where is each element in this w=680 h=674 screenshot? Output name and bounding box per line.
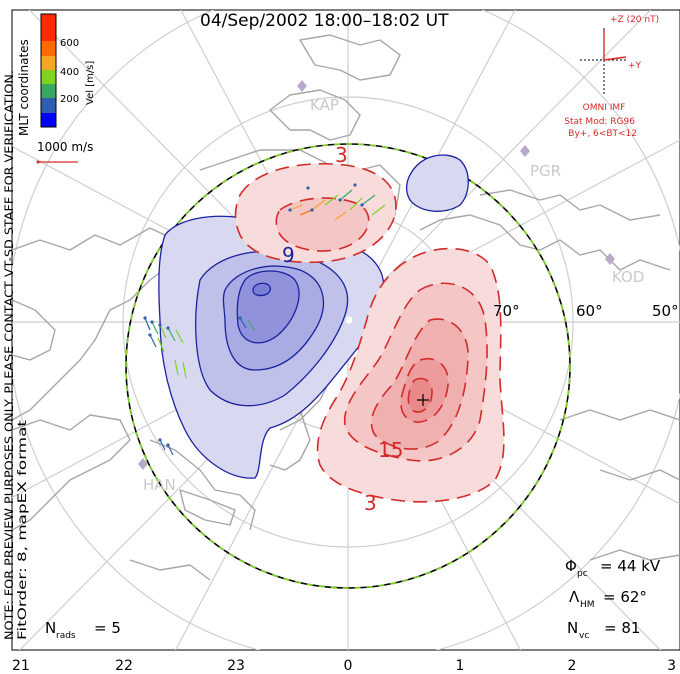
svg-text:= 81: = 81 bbox=[604, 619, 640, 637]
svg-text:= 44 kV: = 44 kV bbox=[600, 557, 661, 575]
svg-text:rads: rads bbox=[56, 631, 76, 641]
svg-text:N: N bbox=[567, 619, 578, 637]
positive-potential-cell bbox=[234, 162, 505, 503]
station-label-han: HAN bbox=[143, 476, 176, 494]
imf-source: OMNI IMF bbox=[583, 103, 626, 113]
contour-label-positive-inner: 15 bbox=[378, 438, 403, 462]
svg-text:Φ: Φ bbox=[565, 557, 577, 575]
imf-dial bbox=[580, 28, 628, 94]
latitude-label-60: 60° bbox=[576, 302, 603, 320]
station-label-kod: KOD bbox=[612, 268, 644, 286]
colorbar-tick-200: 200 bbox=[60, 94, 79, 105]
stat-n-vc: N vc = 81 bbox=[567, 619, 640, 641]
svg-text:vc: vc bbox=[579, 631, 589, 641]
colorbar-label: Vel [m/s] bbox=[85, 61, 96, 105]
svg-text:= 5: = 5 bbox=[94, 619, 121, 637]
mlt-tick-0: 0 bbox=[344, 658, 353, 674]
stat-lambda-hm: Λ HM = 62° bbox=[569, 588, 647, 610]
contour-label-negative: 9 bbox=[282, 243, 295, 267]
coordinate-system-label: MLT coordinates bbox=[17, 39, 31, 136]
mlt-tick-2: 2 bbox=[568, 658, 577, 674]
contour-label-positive-top: 3 bbox=[335, 143, 348, 167]
negative-potential-cell bbox=[158, 154, 469, 479]
mlt-tick-23: 23 bbox=[227, 658, 245, 674]
imf-condition: By+, 6<BT<12 bbox=[568, 129, 637, 139]
map-title: 04/Sep/2002 18:00–18:02 UT bbox=[200, 11, 449, 31]
svg-text:= 62°: = 62° bbox=[603, 588, 647, 606]
latitude-label-50: 50° bbox=[652, 302, 679, 320]
mlt-tick-3: 3 bbox=[667, 658, 676, 674]
imf-z-label: +Z (20 nT) bbox=[610, 15, 659, 25]
imf-y-label: +Y bbox=[628, 61, 642, 71]
velocity-colorbar bbox=[40, 13, 57, 128]
station-markers bbox=[138, 80, 615, 470]
station-label-pgr: PGR bbox=[530, 162, 561, 180]
fit-order-label: FitOrder: 8, mapEX format bbox=[15, 419, 29, 640]
vector-scale-label: 1000 m/s bbox=[37, 140, 93, 154]
svg-text:Λ: Λ bbox=[569, 588, 580, 606]
colorbar-tick-600: 600 bbox=[60, 38, 79, 49]
vector-scale-origin bbox=[36, 160, 40, 164]
velocity-vectors bbox=[144, 189, 386, 456]
svg-text:pc: pc bbox=[577, 569, 588, 579]
svg-text:HM: HM bbox=[580, 600, 595, 610]
mlt-axis: 21 22 23 0 1 2 3 bbox=[12, 658, 676, 674]
mlt-tick-22: 22 bbox=[115, 658, 133, 674]
preview-disclaimer: NOTE: FOR PREVIEW PURPOSES ONLY. PLEASE … bbox=[2, 70, 16, 640]
stat-phi-pc: Φ pc = 44 kV bbox=[565, 557, 661, 579]
colorbar-tick-400: 400 bbox=[60, 67, 79, 78]
potential-min-marker bbox=[344, 315, 354, 325]
station-label-kap: KAP bbox=[310, 96, 339, 114]
heppner-maynard-boundary-dash bbox=[125, 143, 571, 589]
contour-label-positive-bottom: 3 bbox=[364, 491, 377, 515]
potential-max-marker bbox=[417, 394, 429, 406]
mlt-tick-21: 21 bbox=[12, 658, 30, 674]
latitude-label-70: 70° bbox=[493, 302, 520, 320]
svg-text:N: N bbox=[45, 619, 56, 637]
stat-n-rads: N rads = 5 bbox=[45, 619, 121, 641]
imf-model: Stat Mod: RG96 bbox=[564, 117, 635, 127]
vector-origins bbox=[143, 183, 364, 447]
mlt-tick-1: 1 bbox=[456, 658, 465, 674]
